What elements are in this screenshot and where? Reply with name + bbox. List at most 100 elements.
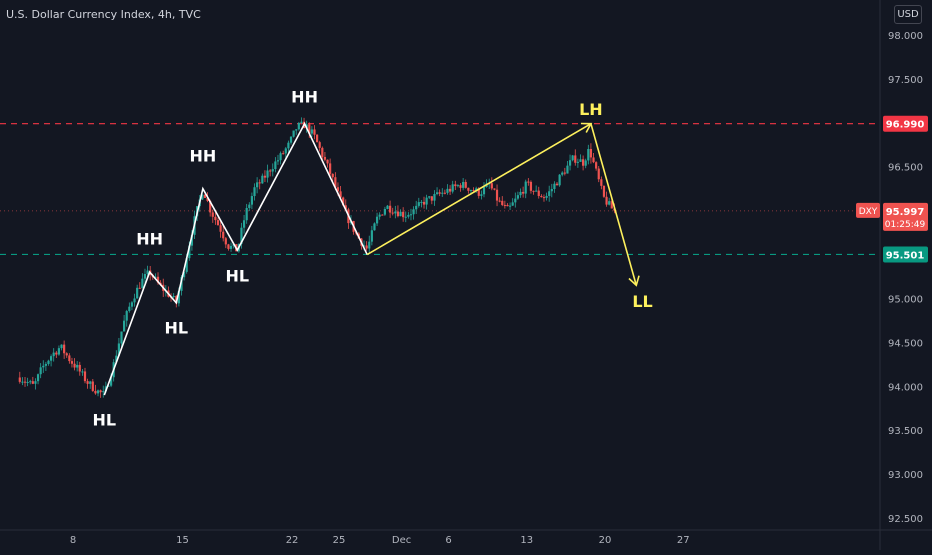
candle-body	[409, 214, 413, 216]
candle-body	[472, 190, 475, 192]
candle-body	[506, 204, 509, 207]
candle-body	[172, 296, 175, 298]
candle-body	[279, 153, 282, 161]
currency-button[interactable]: USD	[894, 5, 922, 24]
candle-body	[130, 302, 134, 307]
candle-body	[123, 320, 126, 332]
annotation-hh: HH	[291, 87, 318, 106]
candle-body	[52, 352, 55, 357]
candle-body	[308, 124, 311, 134]
candle-body	[109, 377, 113, 386]
candle-body	[190, 234, 194, 246]
candle-body	[115, 355, 118, 363]
candle-body	[362, 245, 366, 247]
candle-body	[407, 214, 410, 217]
y-tick-label: 94.000	[888, 382, 923, 393]
candle-body	[553, 183, 556, 190]
annotation-ll: LL	[632, 292, 652, 311]
candle-body	[292, 130, 295, 137]
candle-body	[47, 360, 50, 364]
candle-body	[99, 390, 102, 393]
candle-body	[610, 201, 613, 209]
candle-body	[365, 245, 368, 249]
candle-body	[508, 205, 512, 207]
candle-body	[253, 187, 256, 197]
candle-body	[65, 353, 68, 356]
candle-body	[339, 191, 342, 198]
candle-body	[36, 374, 40, 382]
projection-down-line[interactable]	[590, 123, 638, 286]
candle-body	[433, 193, 436, 201]
candle-body	[422, 201, 426, 205]
y-tick-label: 93.500	[888, 426, 923, 437]
candle-body	[227, 244, 230, 249]
x-tick-label: 22	[286, 535, 299, 546]
y-tick-label: 93.000	[888, 470, 923, 481]
candle-body	[519, 191, 522, 196]
candle-body	[224, 238, 227, 245]
candle-body	[535, 190, 538, 192]
candle-body	[527, 181, 530, 183]
candle-body	[415, 205, 418, 210]
candle-body	[602, 185, 606, 197]
candle-body	[248, 204, 251, 208]
candle-body	[222, 231, 225, 239]
candle-body	[242, 220, 246, 228]
candle-body	[381, 214, 384, 216]
candle-body	[420, 201, 423, 203]
candle-body	[266, 170, 269, 178]
candle-body	[336, 187, 340, 192]
candle-body	[480, 194, 483, 196]
candle-body	[375, 216, 379, 224]
candle-body	[566, 165, 569, 174]
candle-body	[21, 381, 24, 383]
candle-body	[321, 147, 324, 157]
candle-body	[49, 356, 53, 361]
candle-body	[274, 161, 277, 170]
candle-body	[451, 184, 454, 192]
candle-body	[60, 344, 63, 349]
candle-body	[214, 216, 217, 221]
candle-body	[138, 287, 141, 289]
candle-body	[587, 148, 590, 161]
support-price-tag	[883, 246, 928, 263]
chart-title: U.S. Dollar Currency Index, 4h, TVC	[6, 8, 201, 21]
candle-body	[475, 188, 478, 191]
candle-body	[240, 227, 243, 244]
candle-body	[44, 363, 47, 366]
candle-body	[503, 204, 506, 206]
candle-body	[370, 230, 373, 242]
candle-body	[563, 172, 566, 174]
candle-body	[39, 367, 42, 375]
candle-body	[342, 197, 345, 206]
candle-body	[584, 160, 587, 166]
candle-body	[89, 381, 92, 384]
candle-body	[68, 355, 71, 362]
candle-body	[315, 134, 319, 143]
candle-body	[229, 245, 233, 249]
candle-body	[516, 195, 519, 199]
candle-body	[310, 129, 313, 134]
candle-body	[430, 196, 433, 201]
x-tick-label: 8	[70, 535, 76, 546]
y-tick-label: 95.000	[888, 294, 923, 305]
projection-up-line[interactable]	[366, 123, 592, 256]
annotation-lh: LH	[579, 100, 603, 119]
uptrend-structure-line[interactable]	[103, 121, 368, 396]
support-price-label: 95.501	[886, 250, 925, 261]
candle-body	[133, 298, 136, 303]
candle-body	[464, 181, 467, 188]
y-tick-label: 96.500	[888, 163, 923, 174]
candle-body	[438, 192, 441, 194]
candle-body	[78, 364, 81, 372]
candle-body	[412, 209, 415, 215]
candle-body	[391, 212, 394, 214]
candle-body	[269, 170, 272, 172]
candle-body	[399, 211, 402, 217]
projection-down-arrowhead	[628, 275, 640, 287]
last-price-tag	[883, 202, 928, 231]
candle-body	[297, 123, 300, 130]
candle-body	[331, 173, 334, 178]
